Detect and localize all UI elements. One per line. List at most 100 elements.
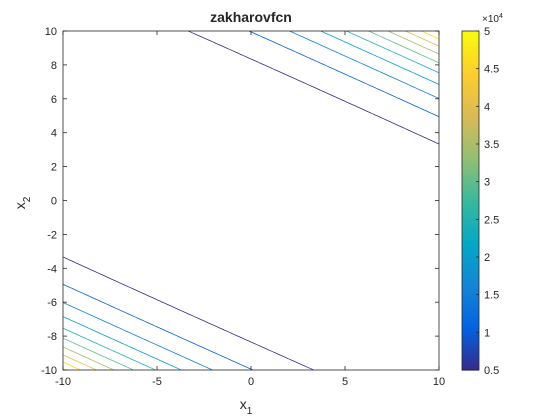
colorbar-band bbox=[462, 334, 479, 338]
contour-level-6 bbox=[63, 31, 439, 370]
colorbar-band bbox=[462, 328, 479, 332]
x-tick-label: 0 bbox=[248, 376, 254, 388]
colorbar-band bbox=[462, 355, 479, 359]
colorbar-exponent: ×104 bbox=[482, 13, 503, 25]
colorbar-tick-label: 4.5 bbox=[484, 64, 499, 76]
colorbar-ticks: 0.5 1 1.5 2 2.5 3 3.5 4 4.5 5 bbox=[476, 26, 499, 377]
colorbar-tick-label: 2.5 bbox=[484, 214, 499, 226]
colorbar-band bbox=[462, 367, 479, 371]
colorbar-band bbox=[462, 295, 479, 299]
colorbar-band bbox=[462, 88, 479, 92]
colorbar-band bbox=[462, 97, 479, 101]
x-axis-ticks: -10 -5 0 5 10 bbox=[55, 31, 445, 388]
colorbar-tick-label: 3.5 bbox=[484, 139, 499, 151]
colorbar-band bbox=[462, 352, 479, 356]
contour-level-5 bbox=[63, 31, 439, 370]
colorbar-band bbox=[462, 52, 479, 56]
colorbar-band bbox=[462, 235, 479, 239]
colorbar-band bbox=[462, 202, 479, 206]
x-tick-label: 10 bbox=[433, 376, 445, 388]
colorbar-band bbox=[462, 238, 479, 242]
y-axis-label-subscript: 2 bbox=[22, 196, 33, 202]
colorbar-band bbox=[462, 271, 479, 275]
colorbar-band bbox=[462, 124, 479, 128]
contour-level-3 bbox=[63, 31, 439, 370]
colorbar-band bbox=[462, 196, 479, 200]
y-axis-ticks: -10 -8 -6 -4 -2 0 2 4 6 8 10 bbox=[41, 26, 439, 377]
y-axis-label-base: x bbox=[12, 202, 28, 209]
y-tick-label: -6 bbox=[47, 297, 57, 309]
colorbar-band bbox=[462, 301, 479, 305]
colorbar-band bbox=[462, 286, 479, 290]
colorbar-band bbox=[462, 184, 479, 188]
colorbar-band bbox=[462, 322, 479, 326]
colorbar-band bbox=[462, 82, 479, 86]
colorbar-band bbox=[462, 331, 479, 335]
colorbar-band bbox=[462, 298, 479, 302]
colorbar-frame bbox=[461, 30, 480, 371]
colorbar-band bbox=[462, 364, 479, 368]
colorbar-band bbox=[462, 319, 479, 323]
colorbar-band bbox=[462, 178, 479, 182]
colorbar-band bbox=[462, 274, 479, 278]
colorbar-band bbox=[462, 343, 479, 347]
y-tick-label: -10 bbox=[41, 365, 57, 377]
contour-level-2 bbox=[63, 31, 439, 370]
colorbar-band bbox=[462, 67, 479, 71]
colorbar-band bbox=[462, 181, 479, 185]
colorbar-band bbox=[462, 283, 479, 287]
colorbar-band bbox=[462, 112, 479, 116]
colorbar-band bbox=[462, 61, 479, 65]
chart-title: zakharovfcn bbox=[210, 9, 292, 25]
colorbar-band bbox=[462, 340, 479, 344]
y-axis-label: x2 bbox=[12, 196, 33, 209]
plot-area bbox=[63, 31, 439, 370]
colorbar-band bbox=[462, 190, 479, 194]
colorbar-tick-label: 3 bbox=[484, 177, 490, 189]
x-axis-label-subscript: 1 bbox=[247, 406, 253, 417]
colorbar-band bbox=[462, 70, 479, 74]
colorbar-tick-label: 0.5 bbox=[484, 365, 499, 377]
colorbar-band bbox=[462, 151, 479, 155]
colorbar-band bbox=[462, 262, 479, 266]
colorbar-band bbox=[462, 130, 479, 134]
x-axis-label: x1 bbox=[240, 396, 253, 417]
colorbar-band bbox=[462, 229, 479, 233]
colorbar-band bbox=[462, 154, 479, 158]
y-tick-label: 2 bbox=[51, 162, 57, 174]
colorbar-band bbox=[462, 145, 479, 149]
colorbar-band bbox=[462, 94, 479, 98]
colorbar-band bbox=[462, 163, 479, 167]
colorbar-band bbox=[462, 121, 479, 125]
colorbar-band bbox=[462, 253, 479, 257]
colorbar-band bbox=[462, 223, 479, 227]
colorbar-band bbox=[462, 265, 479, 269]
colorbar-band bbox=[462, 244, 479, 248]
colorbar-band bbox=[462, 46, 479, 50]
colorbar-tick-label: 2 bbox=[484, 252, 490, 264]
contour-level-9 bbox=[63, 31, 439, 370]
colorbar-band bbox=[462, 127, 479, 131]
colorbar-band bbox=[462, 85, 479, 89]
colorbar-band bbox=[462, 289, 479, 293]
contour-plot: -10 -5 0 5 10 -10 -8 -6 -4 -2 0 2 4 6 8 10 bbox=[41, 26, 445, 388]
colorbar-band bbox=[462, 79, 479, 83]
y-tick-label: -8 bbox=[47, 331, 57, 343]
colorbar-band bbox=[462, 325, 479, 329]
y-tick-label: -4 bbox=[47, 263, 57, 275]
colorbar-band bbox=[462, 139, 479, 143]
colorbar-band bbox=[462, 118, 479, 122]
colorbar-band bbox=[462, 349, 479, 353]
colorbar-band bbox=[462, 43, 479, 47]
colorbar-band bbox=[462, 310, 479, 314]
contour-level-7 bbox=[63, 31, 439, 370]
colorbar-band bbox=[462, 148, 479, 152]
colorbar-band bbox=[462, 115, 479, 119]
colorbar-band bbox=[462, 208, 479, 212]
colorbar-band bbox=[462, 337, 479, 341]
colorbar-tick-label: 1 bbox=[484, 327, 490, 339]
colorbar-band bbox=[462, 58, 479, 62]
colorbar-band bbox=[462, 76, 479, 80]
colorbar-band bbox=[462, 193, 479, 197]
